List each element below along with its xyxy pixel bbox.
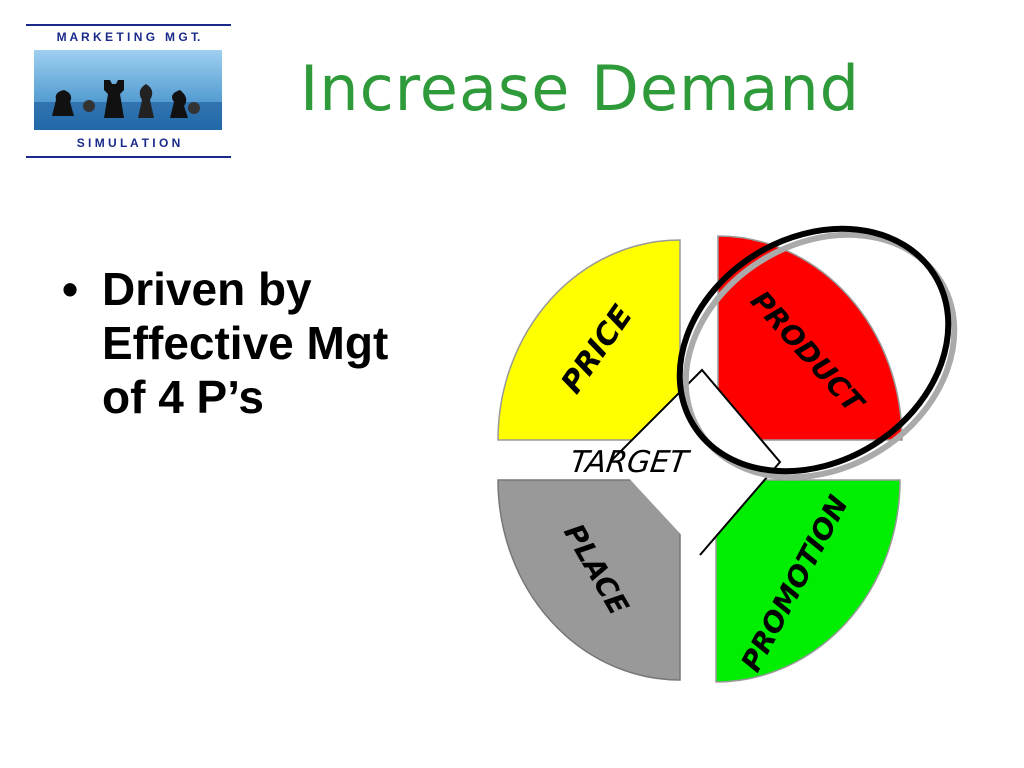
logo-bottom: S I M U L A T I O N	[76, 136, 181, 150]
promotion-segment	[715, 479, 901, 683]
bullet: Driven by Effective Mgt of 4 P’s	[62, 262, 392, 424]
slide-title: Increase Demand	[300, 52, 861, 125]
product-segment	[717, 235, 903, 441]
place-segment	[497, 479, 681, 681]
target-diamond	[612, 370, 780, 555]
highlight-ellipse	[676, 225, 952, 475]
logo-image	[34, 50, 222, 130]
bullet-list: Driven by Effective Mgt of 4 P’s	[62, 262, 392, 424]
logo-top: M A R K E T I N G M G T.	[56, 30, 201, 44]
center-label: TARGET	[568, 445, 693, 480]
logo: M A R K E T I N G M G T. S I M U L A T I…	[26, 24, 231, 158]
target-outline	[611, 368, 782, 556]
price-segment	[497, 239, 681, 441]
